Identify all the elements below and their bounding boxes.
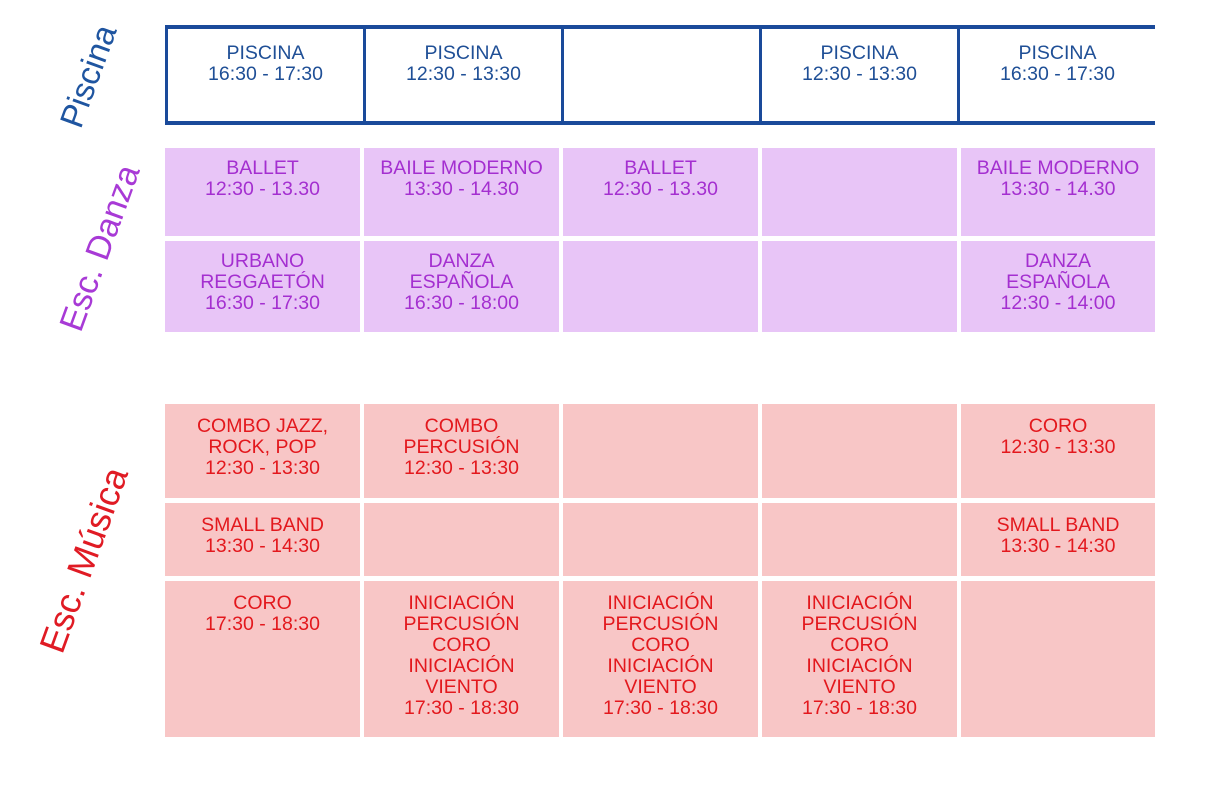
piscina-cell-3 <box>561 29 759 121</box>
danza-row-1: BALLET 12:30 - 13.30 BAILE MODERNO 13:30… <box>165 148 1155 236</box>
musica-cell: COMBO JAZZ, ROCK, POP 12:30 - 13:30 <box>165 404 360 498</box>
activity-name: VIENTO <box>425 676 498 698</box>
musica-cell: SMALL BAND 13:30 - 14:30 <box>961 503 1155 576</box>
activity-name: PERCUSIÓN <box>602 613 719 635</box>
musica-cell <box>762 404 957 498</box>
activity-name: INICIACIÓN <box>408 655 515 677</box>
musica-cell: CORO 12:30 - 13:30 <box>961 404 1155 498</box>
activity-name: ESPAÑOLA <box>1006 271 1110 293</box>
activity-time: 12:30 - 13.30 <box>603 178 718 200</box>
section-label-piscina: Piscina <box>52 19 124 133</box>
activity-time: 12:30 - 14:00 <box>1000 292 1116 314</box>
activity-time: 13:30 - 14:30 <box>205 535 320 557</box>
activity-name: PISCINA <box>226 42 305 64</box>
activity-name: VIENTO <box>624 676 697 698</box>
activity-time: 12:30 - 13:30 <box>1000 436 1116 458</box>
musica-cell <box>961 581 1155 737</box>
activity-name: PISCINA <box>820 42 899 64</box>
activity-name: CORO <box>830 634 889 656</box>
activity-name: SMALL BAND <box>996 514 1120 536</box>
musica-cell: INICIACIÓN PERCUSIÓN CORO INICIACIÓN VIE… <box>563 581 758 737</box>
activity-name: ESPAÑOLA <box>409 271 514 293</box>
activity-name: BAILE MODERNO <box>380 157 543 179</box>
musica-row-2: SMALL BAND 13:30 - 14:30 SMALL BAND 13:3… <box>165 503 1155 576</box>
activity-time: 12:30 - 13:30 <box>406 63 521 85</box>
danza-cell: BAILE MODERNO 13:30 - 14.30 <box>364 148 559 236</box>
activity-time: 12:30 - 13:30 <box>404 457 519 479</box>
activity-name: BAILE MODERNO <box>976 157 1140 179</box>
activity-name: INICIACIÓN <box>408 592 515 614</box>
danza-cell: BALLET 12:30 - 13.30 <box>165 148 360 236</box>
activity-time: 16:30 - 17:30 <box>208 63 323 85</box>
activity-time: 17:30 - 18:30 <box>603 697 718 719</box>
activity-name: PERCUSIÓN <box>403 613 520 635</box>
activity-name: PISCINA <box>424 42 503 64</box>
piscina-cell-1: PISCINA 16:30 - 17:30 <box>165 29 363 121</box>
activity-name: REGGAETÓN <box>200 271 325 293</box>
activity-name: COMBO <box>424 415 499 437</box>
activity-name: BALLET <box>624 157 697 179</box>
activity-time: 12:30 - 13:30 <box>205 457 320 479</box>
musica-cell: INICIACIÓN PERCUSIÓN CORO INICIACIÓN VIE… <box>762 581 957 737</box>
piscina-cell-4: PISCINA 12:30 - 13:30 <box>759 29 957 121</box>
activity-name: CORO <box>1028 415 1088 437</box>
danza-cell: DANZA ESPAÑOLA 12:30 - 14:00 <box>961 241 1155 332</box>
musica-cell <box>563 503 758 576</box>
activity-time: 12:30 - 13.30 <box>205 178 320 200</box>
activity-name: DANZA <box>428 250 495 272</box>
musica-cell <box>563 404 758 498</box>
activity-time: 16:30 - 18:00 <box>404 292 519 314</box>
musica-cell: INICIACIÓN PERCUSIÓN CORO INICIACIÓN VIE… <box>364 581 559 737</box>
activity-name: BALLET <box>226 157 299 179</box>
activity-name: INICIACIÓN <box>806 655 913 677</box>
piscina-row: PISCINA 16:30 - 17:30 PISCINA 12:30 - 13… <box>165 25 1155 125</box>
activity-name: URBANO <box>220 250 305 272</box>
activity-name: PISCINA <box>1018 42 1097 64</box>
activity-time: 13:30 - 14.30 <box>1000 178 1116 200</box>
musica-row-1: COMBO JAZZ, ROCK, POP 12:30 - 13:30 COMB… <box>165 404 1155 498</box>
musica-cell: SMALL BAND 13:30 - 14:30 <box>165 503 360 576</box>
activity-time: 16:30 - 17:30 <box>1000 63 1115 85</box>
activity-time: 17:30 - 18:30 <box>802 697 917 719</box>
activity-time: 13:30 - 14:30 <box>1000 535 1116 557</box>
activity-time: 12:30 - 13:30 <box>802 63 917 85</box>
activity-name: INICIACIÓN <box>607 655 714 677</box>
section-label-danza: Esc. Danza <box>52 159 148 337</box>
danza-cell <box>762 241 957 332</box>
musica-cell <box>762 503 957 576</box>
activity-name: VIENTO <box>823 676 896 698</box>
musica-cell: CORO 17:30 - 18:30 <box>165 581 360 737</box>
danza-cell: BAILE MODERNO 13:30 - 14.30 <box>961 148 1155 236</box>
musica-cell: COMBO PERCUSIÓN 12:30 - 13:30 <box>364 404 559 498</box>
activity-name: CORO <box>631 634 690 656</box>
activity-time: 17:30 - 18:30 <box>205 613 320 635</box>
section-label-musica: Esc. Música <box>31 461 136 659</box>
danza-cell: URBANO REGGAETÓN 16:30 - 17:30 <box>165 241 360 332</box>
activity-time: 16:30 - 17:30 <box>205 292 320 314</box>
activity-name: PERCUSIÓN <box>801 613 918 635</box>
activity-name: CORO <box>432 634 491 656</box>
activity-time: 17:30 - 18:30 <box>404 697 519 719</box>
danza-cell <box>563 241 758 332</box>
musica-row-3: CORO 17:30 - 18:30 INICIACIÓN PERCUSIÓN … <box>165 581 1155 737</box>
activity-name: INICIACIÓN <box>806 592 913 614</box>
activity-name: SMALL BAND <box>201 514 324 536</box>
piscina-cell-5: PISCINA 16:30 - 17:30 <box>957 29 1155 121</box>
danza-cell <box>762 148 957 236</box>
danza-cell: DANZA ESPAÑOLA 16:30 - 18:00 <box>364 241 559 332</box>
activity-name: CORO <box>233 592 292 614</box>
activity-name: INICIACIÓN <box>607 592 714 614</box>
musica-cell <box>364 503 559 576</box>
danza-cell: BALLET 12:30 - 13.30 <box>563 148 758 236</box>
activity-time: 13:30 - 14.30 <box>404 178 519 200</box>
activity-name: DANZA <box>1024 250 1092 272</box>
danza-row-2: URBANO REGGAETÓN 16:30 - 17:30 DANZA ESP… <box>165 241 1155 332</box>
activity-name: ROCK, POP <box>208 436 317 458</box>
activity-name: PERCUSIÓN <box>403 436 520 458</box>
piscina-cell-2: PISCINA 12:30 - 13:30 <box>363 29 561 121</box>
activity-name: COMBO JAZZ, <box>196 415 329 437</box>
